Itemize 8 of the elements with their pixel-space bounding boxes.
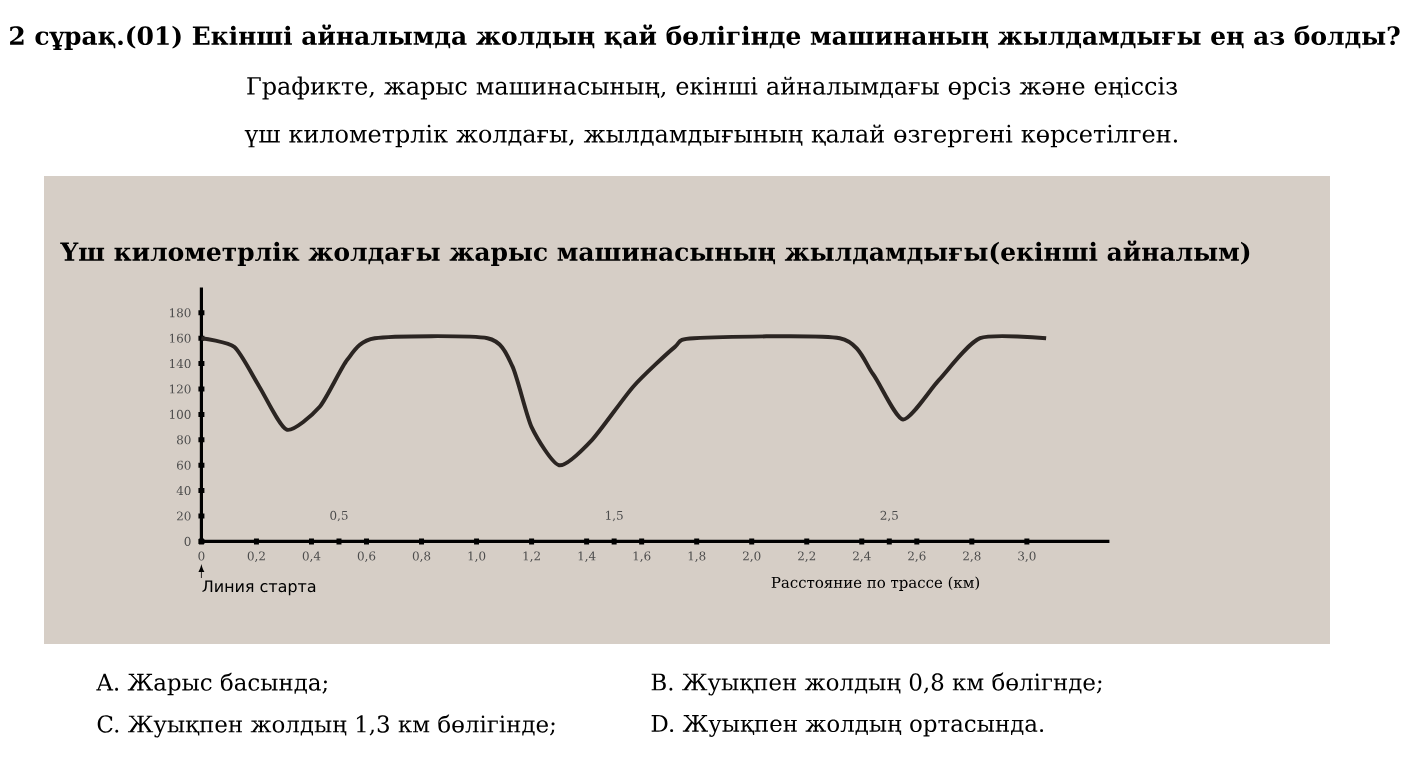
text: D. Жуықпен жолдың ортасында. bbox=[651, 715, 1044, 737]
chart-subtitle: Графикте, жарыс машинасының, екінші айналымдағы өрсіз және еңіссіз үш километрлік жолдағы, жылдамдығының қалай өзгергені көрсетілген. bbox=[244, 76, 1177, 148]
chart-title: 2 сұрақ.(01) Екінші айналымда жолдың қай бөлігінде машинаның жылдамдығы ең аз болды? bbox=[10, 24, 1400, 50]
text: C. Жуықпен жолдың 1,3 км бөлігінде; bbox=[97, 714, 555, 738]
text: B. Жуықпен жолдың 0,8 км бөлігнде; bbox=[651, 672, 1102, 696]
text: A. Жарыс басында; bbox=[96, 672, 327, 696]
text: Үш километрлік жолдағы жарыс машинасының жылдамдығы(екінші айналым) bbox=[60, 240, 1250, 266]
line-series bbox=[199, 334, 1049, 468]
